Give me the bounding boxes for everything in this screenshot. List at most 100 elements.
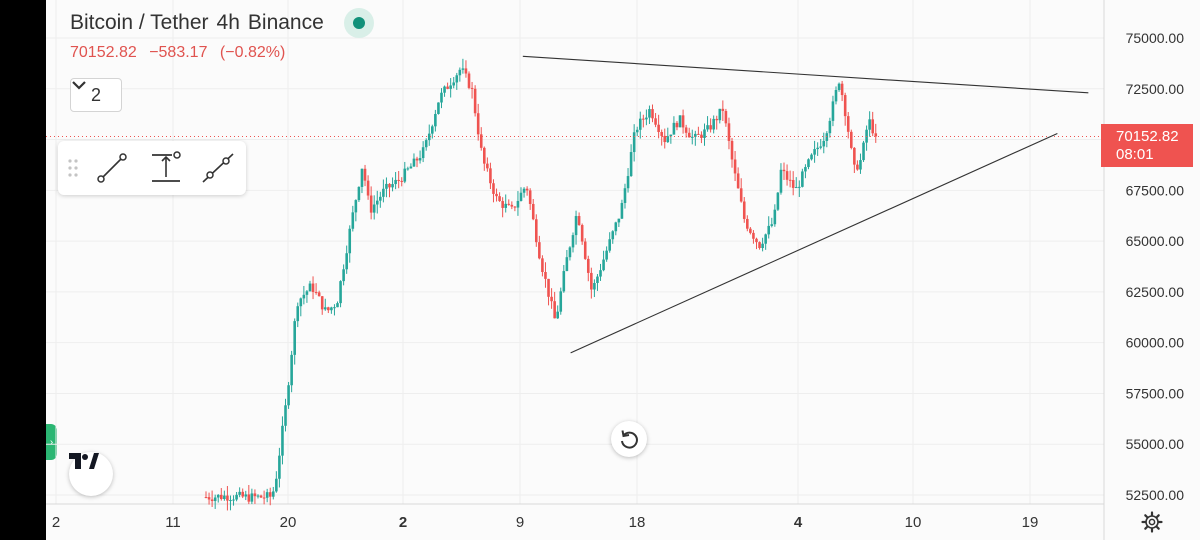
candle-body xyxy=(580,225,584,242)
y-tick-label: 67500.00 xyxy=(1126,182,1185,198)
y-tick-label: 62500.00 xyxy=(1126,284,1185,300)
candle-body xyxy=(538,242,541,259)
candle-body xyxy=(767,225,771,235)
candle-body xyxy=(467,73,471,88)
candle-body xyxy=(452,82,456,86)
candle-body xyxy=(819,146,823,148)
candle-body xyxy=(250,493,254,502)
candle-body xyxy=(666,136,670,143)
candle-body xyxy=(366,180,370,196)
candle-body xyxy=(840,83,844,96)
candle-body xyxy=(495,193,498,197)
candle-body xyxy=(807,159,810,168)
candle-body xyxy=(669,134,673,137)
gear-icon[interactable] xyxy=(1140,510,1164,534)
candle-body xyxy=(262,497,266,499)
candle-body xyxy=(510,204,514,207)
candle-body xyxy=(742,201,746,219)
candle-body xyxy=(498,196,501,202)
candle-body xyxy=(856,164,859,170)
x-tick-label: 2 xyxy=(399,514,407,531)
candle-body xyxy=(871,119,875,134)
candle-body xyxy=(623,188,627,203)
market-status-icon[interactable] xyxy=(343,8,374,38)
y-tick-label: 65000.00 xyxy=(1126,233,1185,249)
candle-body xyxy=(608,239,611,251)
candle-body xyxy=(476,113,480,135)
drag-handle-icon[interactable] xyxy=(60,149,86,187)
candle-body xyxy=(721,108,725,112)
candle-body xyxy=(620,202,624,219)
candle-body xyxy=(278,455,281,479)
candle-body xyxy=(320,296,324,310)
y-tick-label: 52500.00 xyxy=(1126,487,1185,503)
chevron-down-icon xyxy=(72,81,86,90)
candle-body xyxy=(513,206,517,208)
candle-body xyxy=(412,158,416,167)
candle-body xyxy=(694,133,697,137)
indicators-toggle-button[interactable]: 2 xyxy=(70,78,122,112)
candle-body xyxy=(602,259,605,271)
candle-body xyxy=(834,89,838,102)
candle-body xyxy=(223,495,226,500)
candle-body xyxy=(256,495,260,497)
bar-countdown: 08:01 xyxy=(1116,146,1154,163)
candle-body xyxy=(556,311,560,319)
candle-body xyxy=(706,125,709,130)
candle-body xyxy=(632,132,636,153)
candle-body xyxy=(207,497,211,500)
candle-body xyxy=(528,190,532,204)
symbol-name[interactable]: Bitcoin / Tether xyxy=(70,11,209,34)
candle-body xyxy=(281,425,284,456)
candle-body xyxy=(846,116,850,132)
price-chart[interactable]: 75000.0072500.0070000.0067500.0065000.00… xyxy=(46,0,1200,540)
reset-chart-button[interactable] xyxy=(611,421,647,457)
candle-body xyxy=(351,212,355,229)
y-tick-label: 57500.00 xyxy=(1126,385,1185,401)
candle-body xyxy=(703,129,706,138)
candle-body xyxy=(415,158,419,161)
date-price-range-icon[interactable] xyxy=(146,149,186,187)
candle-body xyxy=(504,203,508,208)
x-tick-label: 18 xyxy=(629,514,646,531)
candle-body xyxy=(629,152,633,177)
candle-body xyxy=(831,101,835,121)
candle-body xyxy=(486,163,489,169)
candle-body xyxy=(779,169,783,193)
candle-body xyxy=(761,243,764,249)
side-panel-handle[interactable]: › xyxy=(46,424,57,460)
candle-body xyxy=(764,234,767,244)
candle-body xyxy=(547,278,550,297)
extended-line-icon[interactable] xyxy=(198,149,238,187)
candle-body xyxy=(330,307,333,311)
candle-body xyxy=(247,494,251,502)
candle-body xyxy=(305,291,309,295)
interval-label[interactable]: 4h xyxy=(216,11,240,34)
candle-body xyxy=(354,200,358,213)
symbol-header: Bitcoin / Tether 4h Binance 70152.82 −58… xyxy=(70,8,374,62)
candle-body xyxy=(287,385,290,406)
chart-area[interactable]: 75000.0072500.0070000.0067500.0065000.00… xyxy=(46,0,1200,540)
candle-body xyxy=(531,203,535,220)
candle-body xyxy=(394,179,397,185)
upper-trend-line xyxy=(522,55,1089,94)
candle-body xyxy=(525,188,529,191)
candle-body xyxy=(238,491,241,495)
candle-body xyxy=(427,133,431,141)
candle-body xyxy=(210,499,214,502)
candle-body xyxy=(626,176,630,189)
candle-body xyxy=(617,218,621,223)
candle-body xyxy=(213,497,217,502)
candle-body xyxy=(449,85,452,89)
tradingview-logo[interactable] xyxy=(69,452,113,496)
candle-body xyxy=(375,200,379,205)
lower-trend-line xyxy=(570,132,1058,354)
candle-body xyxy=(519,192,523,201)
exchange-label: Binance xyxy=(247,11,324,34)
candle-body xyxy=(678,115,682,128)
candle-body xyxy=(284,405,287,426)
x-tick-label: 9 xyxy=(516,514,524,531)
candle-body xyxy=(302,294,306,299)
candle-body xyxy=(583,241,587,259)
trend-line-icon[interactable] xyxy=(92,149,132,187)
